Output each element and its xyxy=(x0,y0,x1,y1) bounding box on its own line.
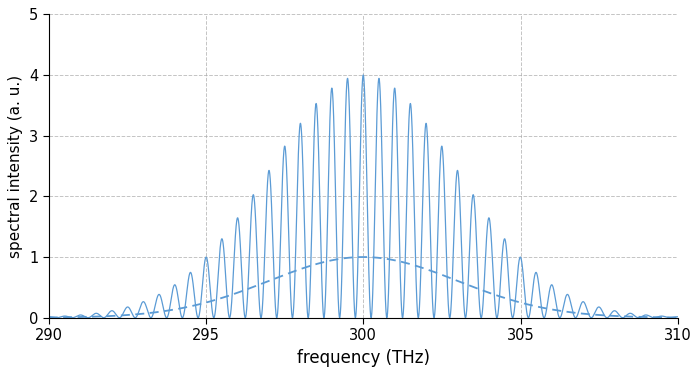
Y-axis label: spectral intensity (a. u.): spectral intensity (a. u.) xyxy=(8,75,23,258)
X-axis label: frequency (THz): frequency (THz) xyxy=(297,349,430,367)
